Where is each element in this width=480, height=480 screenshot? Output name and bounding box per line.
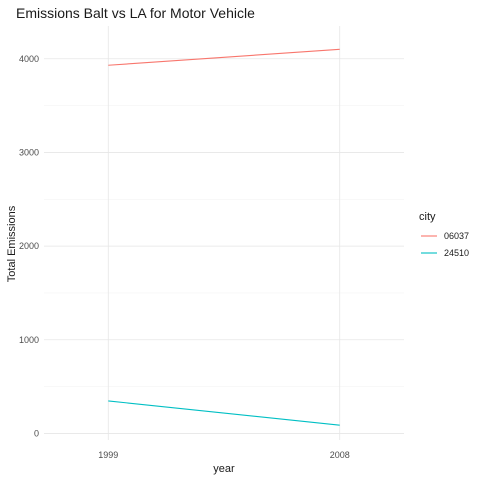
- y-tick-label: 1000: [19, 335, 39, 345]
- chart-title: Emissions Balt vs LA for Motor Vehicle: [16, 5, 255, 21]
- series-line-06037: [108, 49, 339, 65]
- legend: city 06037 24510: [419, 211, 469, 258]
- legend-label-24510: 24510: [444, 248, 469, 258]
- x-tick-label: 1999: [98, 450, 118, 460]
- y-tick-label: 0: [34, 428, 39, 438]
- legend-title: city: [419, 211, 436, 223]
- y-axis-ticks: 0 1000 2000 3000 4000: [19, 54, 39, 439]
- x-axis-ticks: 1999 2008: [98, 450, 349, 460]
- grid: [44, 26, 404, 440]
- x-axis-title: year: [213, 463, 235, 475]
- series-line-24510: [108, 401, 339, 425]
- y-tick-label: 3000: [19, 147, 39, 157]
- legend-label-06037: 06037: [444, 231, 469, 241]
- legend-items: 06037 24510: [421, 231, 469, 258]
- x-tick-label: 2008: [330, 450, 350, 460]
- y-tick-label: 2000: [19, 241, 39, 251]
- y-tick-label: 4000: [19, 54, 39, 64]
- y-axis-title: Total Emissions: [6, 205, 18, 282]
